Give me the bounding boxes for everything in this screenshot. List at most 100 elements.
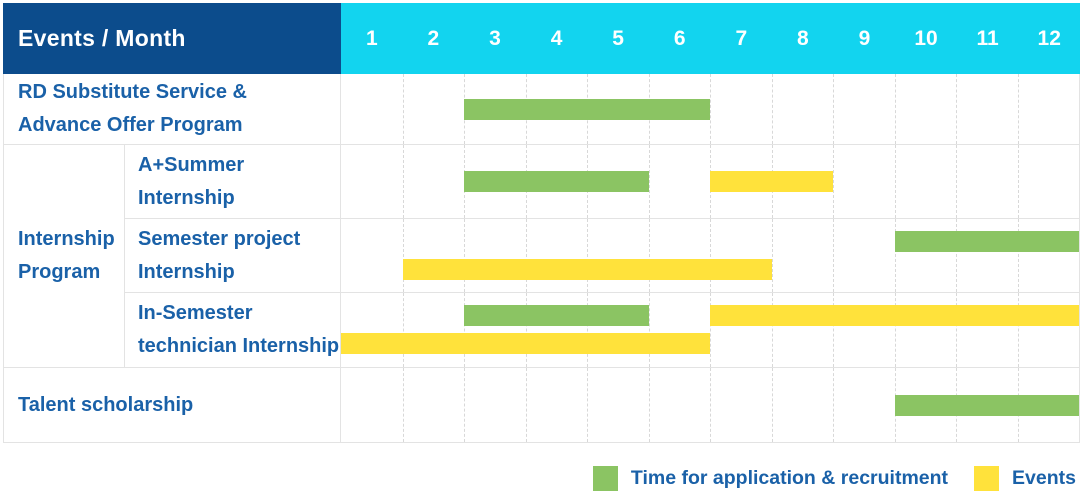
month-header-4: 4 <box>550 26 563 50</box>
month-grid-cell <box>771 368 834 442</box>
month-grid-cell <box>341 368 403 442</box>
month-grid-cell <box>402 74 465 144</box>
month-grid-cell <box>464 219 526 292</box>
events-month-gantt-table: Events / Month 1 2 3 4 5 6 7 8 9 10 11 12 RD Substi… <box>3 3 1080 443</box>
header-months-band: 1 2 3 4 5 6 7 8 9 10 11 12 <box>341 3 1080 74</box>
row-chart-semester-project <box>341 219 1079 292</box>
month-grid-cell <box>648 219 711 292</box>
month-grid-cell <box>833 145 895 218</box>
month-header-10: 10 <box>914 26 938 50</box>
legend-item-green: Time for application & recruitment <box>592 466 949 491</box>
row-label-line: Internship <box>138 186 235 209</box>
month-grid-cell <box>341 145 403 218</box>
month-grid-cell <box>464 368 526 442</box>
month-grid-cell <box>710 293 772 367</box>
month-grid-cell <box>771 74 834 144</box>
month-header-5: 5 <box>612 26 624 50</box>
month-grid-cell <box>710 368 772 442</box>
month-header-1: 1 <box>365 26 378 50</box>
row-label-line: A+Summer <box>138 153 245 176</box>
row-chart-in-semester-technician <box>341 293 1079 367</box>
gantt-bar-green <box>894 231 1079 252</box>
row-label-line: technician Internship <box>138 335 340 357</box>
table-header-row: Events / Month 1 2 3 4 5 6 7 8 9 10 11 12 <box>3 3 1080 74</box>
month-grid-cell <box>1017 293 1080 367</box>
gantt-bar-green <box>464 98 710 120</box>
month-grid-cell <box>894 145 957 218</box>
group-label-line: Program <box>18 261 101 283</box>
month-grid-cell <box>587 368 649 442</box>
month-grid-cell <box>402 368 465 442</box>
gantt-bar-yellow <box>710 305 1079 326</box>
month-header-7: 7 <box>735 26 748 50</box>
row-label-semester-project: Semester project Internship <box>125 219 341 292</box>
month-grid-cell <box>956 293 1018 367</box>
row-talent-scholarship: Talent scholarship <box>4 368 1079 442</box>
internship-sub-rows: A+Summer Internship Semester project Int… <box>125 145 1079 367</box>
month-grid-cell <box>525 293 588 367</box>
month-grid-cell <box>1017 74 1080 144</box>
row-in-semester-technician: In-Semester technician Internship <box>125 293 1079 367</box>
row-label-in-semester-technician: In-Semester technician Internship <box>125 293 341 367</box>
gantt-bar-yellow <box>402 259 772 280</box>
month-header-6: 6 <box>673 26 686 50</box>
month-grid-cell <box>402 145 465 218</box>
row-label-line: Talent scholarship <box>18 393 194 416</box>
row-rd-substitute: RD Substitute Service & Advance Offer Pr… <box>4 74 1079 145</box>
legend: Time for application & recruitment Events <box>3 466 1080 491</box>
legend-label: Time for application & recruitment <box>630 467 949 489</box>
month-grid-cell <box>956 145 1018 218</box>
group-label-line: Internship <box>18 228 115 250</box>
row-chart-a-plus-summer <box>341 145 1079 218</box>
month-grid-cell <box>833 74 895 144</box>
month-header-11: 11 <box>976 26 999 50</box>
month-grid-cell <box>771 219 834 292</box>
month-grid-cell <box>464 293 526 367</box>
row-label-talent-scholarship: Talent scholarship <box>4 368 341 442</box>
row-label-line: Internship <box>138 260 235 283</box>
row-label-line: Semester project <box>138 227 301 250</box>
gantt-bar-green <box>464 305 649 326</box>
month-grid-cell <box>771 293 834 367</box>
month-grid-cell <box>710 74 772 144</box>
month-header-2: 2 <box>427 26 440 50</box>
month-header-8: 8 <box>797 26 809 50</box>
gantt-bar-yellow <box>710 171 833 192</box>
month-grid-cell <box>648 293 711 367</box>
month-grid-cell <box>341 219 403 292</box>
month-grid-cell <box>833 368 895 442</box>
month-grid-cell <box>894 219 957 292</box>
month-grid-cell <box>710 219 772 292</box>
gantt-bar-yellow <box>341 333 710 354</box>
month-grid-cell <box>956 74 1018 144</box>
gantt-bar-green <box>464 171 649 192</box>
month-grid-cell <box>1017 145 1080 218</box>
month-grid-cell <box>894 293 957 367</box>
month-grid-cell <box>341 74 403 144</box>
month-header-12: 12 <box>1037 26 1061 50</box>
header-events-month-cell: Events / Month <box>3 3 341 74</box>
month-grid-cell <box>525 219 588 292</box>
group-label-internship-program: Internship Program <box>4 145 125 367</box>
row-semester-project: Semester project Internship <box>125 219 1079 293</box>
month-grid-cell <box>648 145 711 218</box>
legend-item-yellow: Events <box>974 466 1076 491</box>
month-grid-cell <box>833 293 895 367</box>
month-grid-cell <box>894 74 957 144</box>
legend-label: Events <box>1012 467 1076 489</box>
row-label-line: Advance Offer Program <box>18 114 243 136</box>
month-grid-cell <box>341 293 403 367</box>
row-label-line: In-Semester <box>138 302 253 324</box>
month-header-3: 3 <box>489 26 501 50</box>
month-grid-cell <box>402 219 465 292</box>
row-label-a-plus-summer: A+Summer Internship <box>125 145 341 218</box>
month-grid-cell <box>587 293 649 367</box>
month-grid-cell <box>525 368 588 442</box>
row-label-rd-substitute: RD Substitute Service & Advance Offer Pr… <box>4 74 341 144</box>
month-header-9: 9 <box>858 26 871 50</box>
legend-green-swatch-icon <box>592 466 618 491</box>
legend-yellow-swatch-icon <box>974 466 1000 491</box>
table-body: RD Substitute Service & Advance Offer Pr… <box>3 74 1080 443</box>
internship-program-group: Internship Program A+Summer Internship S… <box>4 145 1079 368</box>
